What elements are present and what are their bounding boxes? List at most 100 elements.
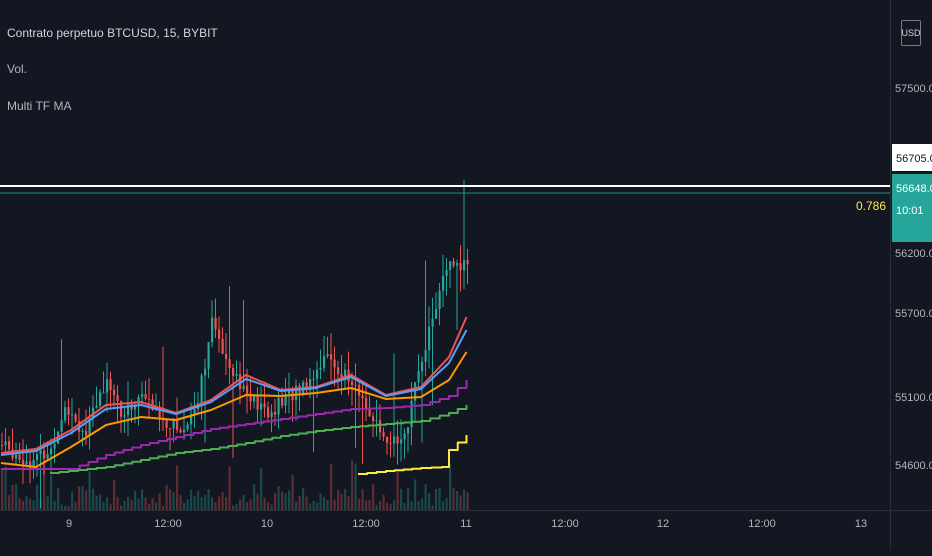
volume-bar (50, 475, 53, 510)
currency-label[interactable]: USD (901, 20, 921, 46)
candle-body (99, 392, 102, 406)
candle-body (389, 442, 392, 444)
candle-body (372, 416, 375, 421)
volume-bar (361, 489, 364, 510)
candle-body (365, 398, 368, 410)
volume-bar (134, 490, 137, 510)
candle-body (25, 461, 28, 465)
candle-body (127, 402, 130, 416)
candle-body (46, 454, 49, 459)
volume-bar (431, 505, 434, 510)
candle-body (88, 418, 91, 436)
volume-bar (193, 495, 196, 510)
candle-body (438, 290, 441, 309)
volume-bar (445, 497, 448, 510)
candle-body (67, 407, 70, 415)
candle-body (50, 448, 53, 455)
candle-body (400, 439, 403, 444)
volume-bar (120, 505, 123, 510)
chart-pane[interactable]: 0.786 Contrato perpetuo BTCUSD, 15, BYBI… (0, 0, 890, 510)
candle-body (414, 382, 417, 401)
candle-body (431, 318, 434, 327)
volume-bar (442, 501, 445, 510)
candle-body (445, 269, 448, 276)
volume-bar (330, 464, 333, 510)
price-axis[interactable]: 54600.0 55100.0 55700.0 56200.0 57500.0 56705… (890, 0, 932, 510)
volume-bar (347, 496, 350, 510)
volume-bar (169, 489, 172, 510)
candle-body (186, 424, 189, 430)
volume-bar (18, 498, 21, 510)
candle-body (281, 397, 284, 406)
volume-bar (358, 499, 361, 510)
candle-body (53, 443, 56, 449)
volume-bar (183, 502, 186, 510)
volume-bar (8, 495, 11, 510)
volume-bar (123, 500, 126, 510)
candle-body (333, 359, 336, 368)
volume-bar (375, 504, 378, 510)
volume-bar (29, 498, 32, 510)
volume-bar (298, 495, 301, 510)
candle-body (246, 385, 249, 394)
volume-bar (158, 493, 161, 510)
candle-body (305, 382, 308, 391)
candle-body (393, 436, 396, 444)
volume-bar (141, 489, 144, 510)
ma-line (0, 351, 468, 468)
candle-body (274, 411, 277, 415)
legend-indicator[interactable]: Multi TF MA (7, 99, 72, 113)
candle-body (267, 407, 270, 418)
candle-body (239, 373, 242, 390)
volume-bar (288, 490, 291, 510)
candle-body (354, 384, 357, 386)
volume-bar (417, 500, 420, 510)
volume-bar (365, 500, 368, 510)
candle-body (295, 385, 298, 401)
volume-bar (246, 502, 249, 510)
volume-bar (67, 505, 70, 510)
candle-body (4, 441, 7, 446)
volume-bar (466, 492, 469, 510)
candle-body (456, 263, 459, 266)
legend-symbol[interactable]: Contrato perpetuo BTCUSD, 15, BYBIT (7, 26, 218, 40)
time-tick-label: 12:00 (551, 518, 579, 530)
time-axis[interactable]: 9 12:00 10 12:00 11 12:00 12 12:00 13 (0, 510, 890, 550)
volume-bar (459, 495, 462, 510)
candle-body (466, 260, 469, 265)
candle-body (375, 420, 378, 422)
time-tick-label: 12:00 (748, 518, 776, 530)
volume-bar (109, 504, 112, 510)
volume-bar (463, 489, 466, 510)
time-tick-label: 9 (66, 518, 72, 530)
volume-bar (407, 487, 410, 510)
candle-body (403, 433, 406, 440)
volume-bar (400, 488, 403, 510)
volume-bar (4, 466, 7, 510)
candle-body (361, 395, 364, 399)
price-axis-canvas: 54600.0 55100.0 55700.0 56200.0 57500.0 56705… (892, 83, 932, 472)
legend-volume[interactable]: Vol. (7, 62, 28, 76)
candle-body (316, 369, 319, 379)
candle-body (225, 353, 228, 360)
volume-bar (162, 505, 165, 510)
volume-bar (424, 484, 427, 510)
candle-body (22, 459, 25, 465)
price-tick-label: 54600.0 (895, 460, 932, 472)
candle-body (284, 393, 287, 406)
time-tick-label: 10 (261, 518, 273, 530)
price-tick-label: 55100.0 (895, 392, 932, 404)
ma-line (0, 316, 468, 454)
volume-bar (225, 497, 228, 510)
fib-level-label: 0.786 (856, 199, 886, 213)
volume-bar (242, 494, 245, 510)
volume-bar (60, 504, 63, 510)
candle-body (18, 454, 21, 460)
volume-bar (396, 471, 399, 510)
volume-layer (1, 459, 469, 510)
candle-body (172, 418, 175, 429)
candle-body (1, 445, 4, 446)
chart-canvas[interactable]: 0.786 (0, 0, 890, 510)
time-tick-label: 12:00 (352, 518, 380, 530)
volume-bar (228, 466, 231, 510)
